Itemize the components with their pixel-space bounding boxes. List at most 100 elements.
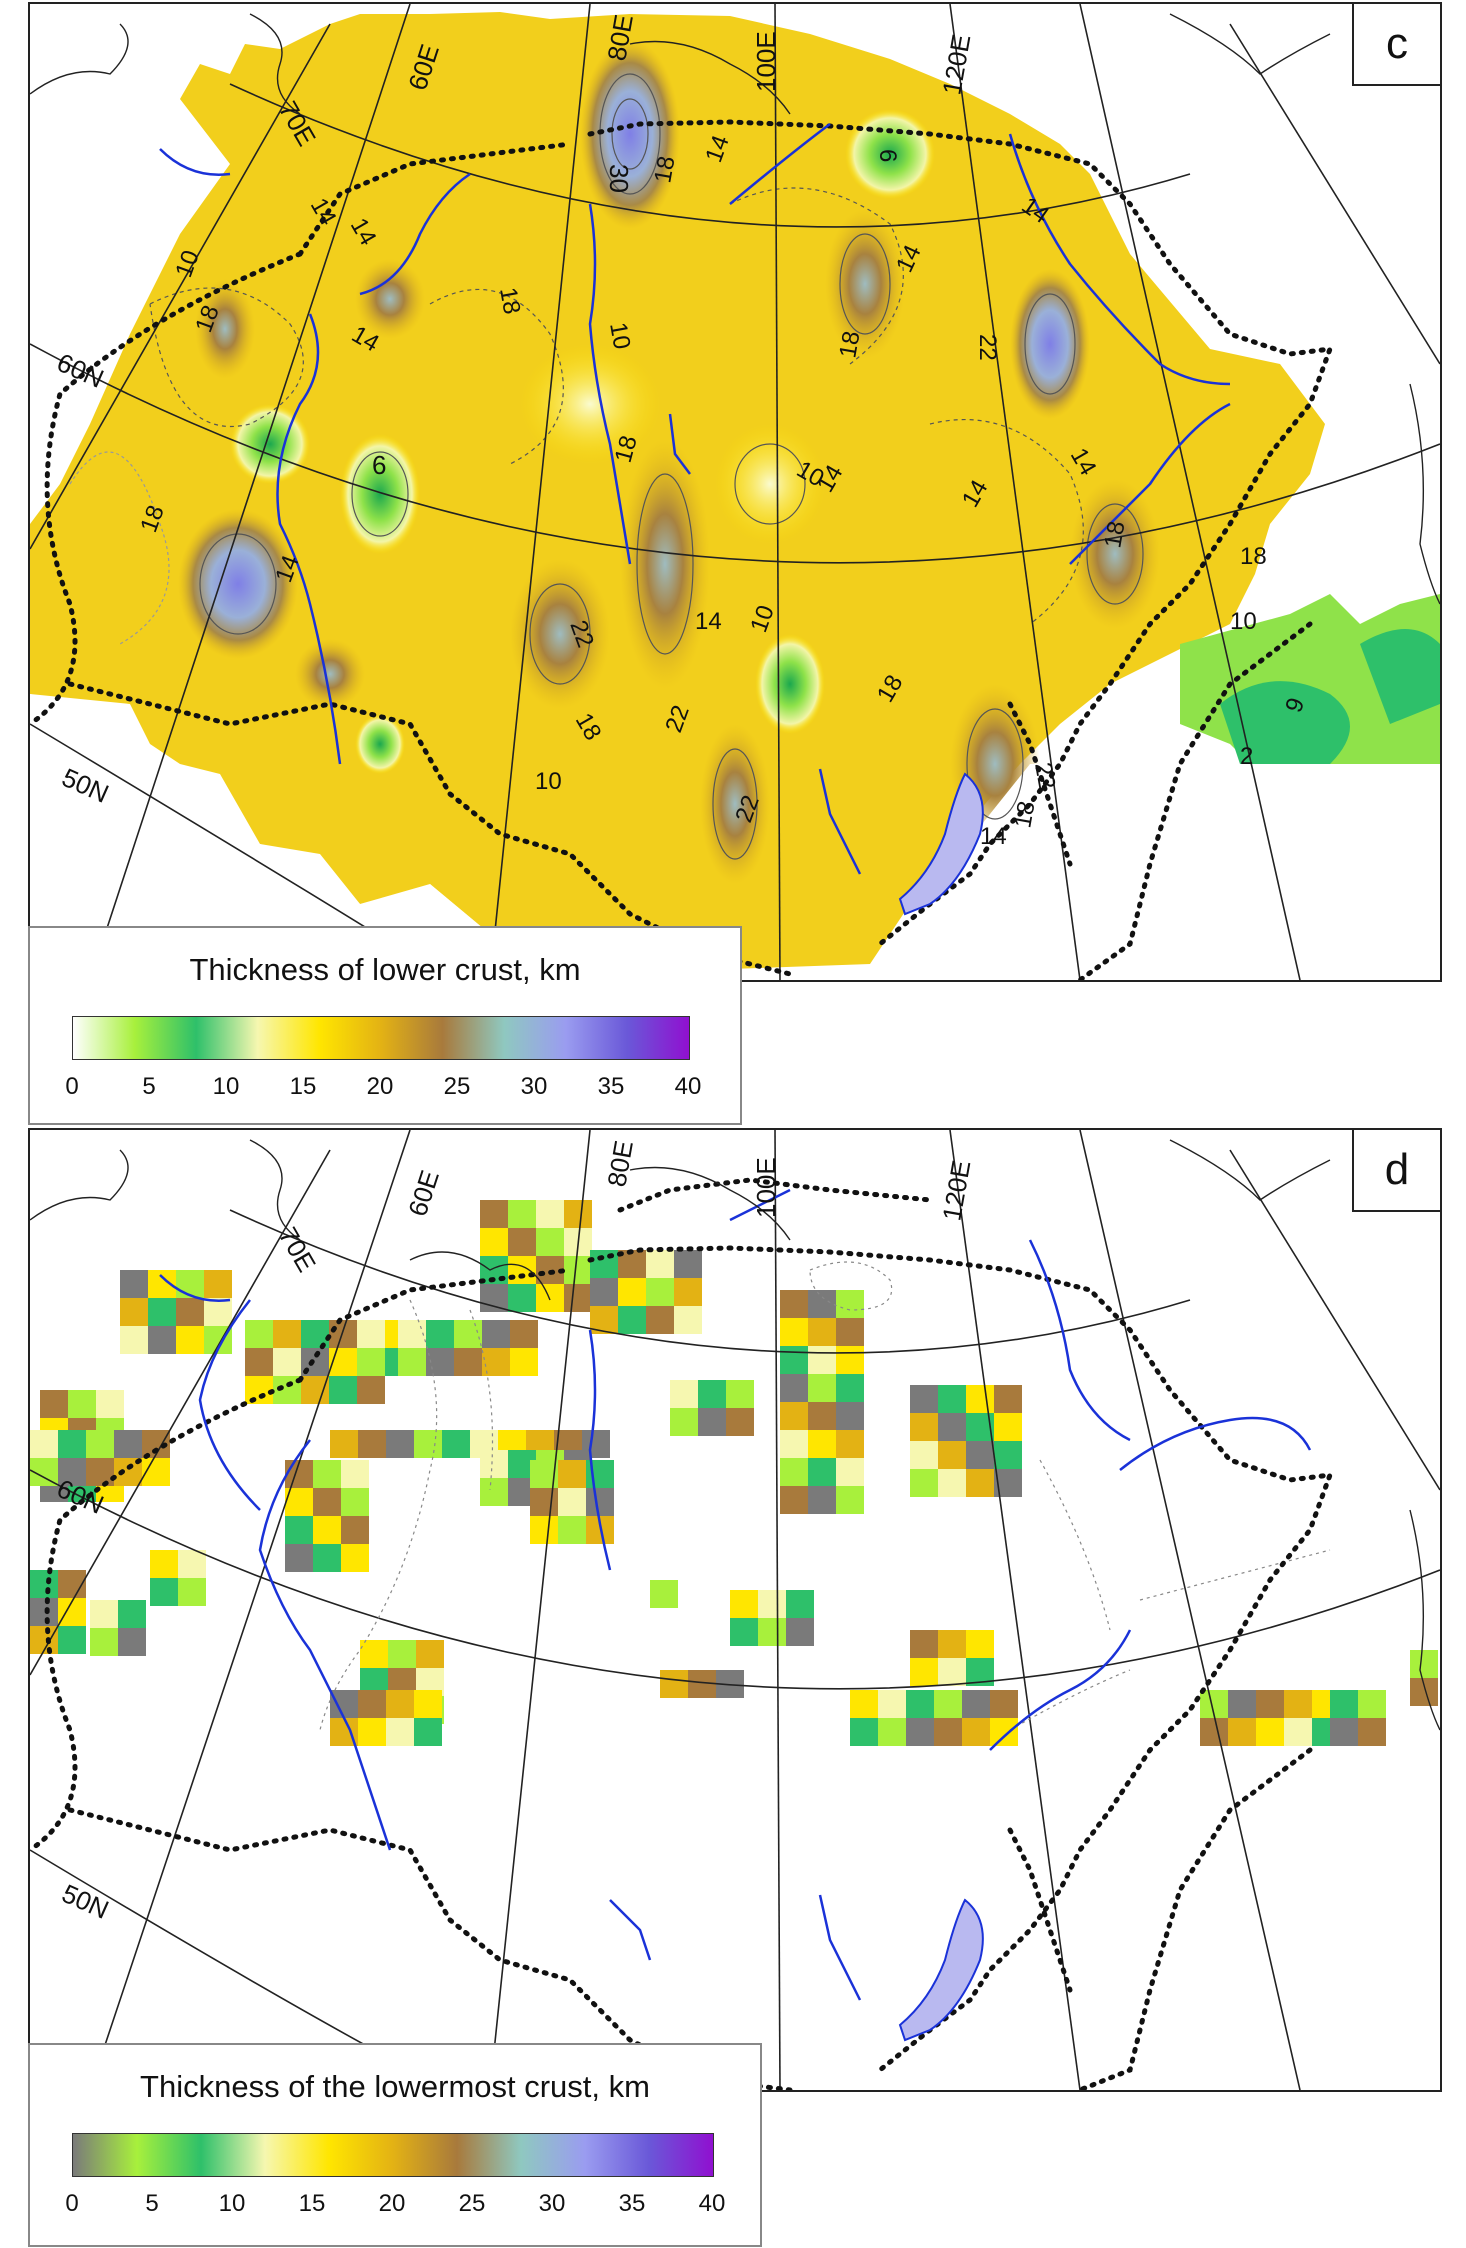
thickness-cell [836, 1430, 864, 1458]
contour-label: 2 [1240, 743, 1253, 770]
thickness-cell [994, 1441, 1022, 1469]
thickness-cell [414, 1718, 442, 1746]
tick-label: 15 [289, 1073, 317, 1100]
thickness-cell [758, 1590, 786, 1618]
legend-lower-crust: Thickness of lower crust, km 0 5 10 15 2… [28, 926, 742, 1125]
thickness-cell [96, 1390, 124, 1418]
thickness-cell [536, 1284, 564, 1312]
thickness-cell [786, 1590, 814, 1618]
thickness-cell [273, 1320, 301, 1348]
thickness-cell [426, 1320, 454, 1348]
map-panel-c: 70E 60E 80E 100E 120E 60N 50N 14 14 14 1… [28, 2, 1442, 982]
thickness-cell [480, 1200, 508, 1228]
thickness-cell [204, 1270, 232, 1298]
thickness-cell [480, 1478, 508, 1506]
thickness-cell [454, 1348, 482, 1376]
thickness-cell [934, 1690, 962, 1718]
thickness-cell [966, 1630, 994, 1658]
thickness-cell [836, 1290, 864, 1318]
thickness-cell [118, 1600, 146, 1628]
thickness-cell [564, 1284, 592, 1312]
thickness-cell [416, 1640, 444, 1668]
thickness-cell [1410, 1678, 1438, 1706]
thickness-cell [938, 1441, 966, 1469]
meridian-label: 100E [751, 31, 781, 92]
thickness-cell [910, 1441, 938, 1469]
lowermost-crust-map: 70E 60E 80E 100E 120E 60N 50N [30, 1130, 1440, 2090]
thickness-cell [313, 1460, 341, 1488]
thickness-cell [650, 1580, 678, 1608]
thickness-cell [204, 1298, 232, 1326]
contour-label: 18 [1240, 543, 1267, 570]
lower-crust-map: 70E 60E 80E 100E 120E 60N 50N 14 14 14 1… [30, 4, 1440, 980]
thickness-cell [780, 1374, 808, 1402]
thickness-cell [536, 1200, 564, 1228]
thickness-cell [386, 1690, 414, 1718]
thickness-cell [357, 1348, 385, 1376]
thickness-cell [1410, 1650, 1438, 1678]
thickness-cell [148, 1326, 176, 1354]
thickness-cell [646, 1306, 674, 1334]
thickness-cell [962, 1718, 990, 1746]
thickness-cell [530, 1488, 558, 1516]
thickness-cell [808, 1346, 836, 1374]
contour-label: 22 [1029, 760, 1060, 791]
thickness-cell [910, 1658, 938, 1686]
thickness-cell [313, 1516, 341, 1544]
thickness-cell [330, 1690, 358, 1718]
contour-label: 18 [834, 329, 865, 360]
thickness-cell [1358, 1690, 1386, 1718]
thickness-cell [358, 1690, 386, 1718]
thickness-cell [910, 1469, 938, 1497]
thickness-cell [301, 1376, 329, 1404]
thickness-cell [245, 1348, 273, 1376]
thickness-cell [786, 1618, 814, 1646]
thickness-cell [730, 1618, 758, 1646]
contour-label: 10 [1230, 608, 1257, 635]
contour-label: 18 [649, 154, 680, 185]
thickness-cell [148, 1298, 176, 1326]
thickness-cell [780, 1346, 808, 1374]
thickness-cell [120, 1298, 148, 1326]
tick-label: 0 [65, 2190, 79, 2217]
thickness-cell [910, 1413, 938, 1441]
thickness-cell [178, 1578, 206, 1606]
thickness-cell [698, 1408, 726, 1436]
tick-label: 5 [142, 1073, 156, 1100]
thickness-cell [386, 1430, 414, 1458]
thickness-cell [564, 1256, 592, 1284]
thickness-cell [388, 1640, 416, 1668]
thickness-cell [58, 1626, 86, 1654]
thickness-cell [938, 1413, 966, 1441]
thickness-cell [58, 1458, 86, 1486]
thickness-cell [836, 1318, 864, 1346]
thickness-cell [442, 1430, 470, 1458]
thickness-cell [482, 1320, 510, 1348]
thickness-cell [480, 1228, 508, 1256]
thickness-cell [360, 1640, 388, 1668]
contour-label: 18 [1099, 519, 1130, 550]
thickness-cell [590, 1278, 618, 1306]
tick-label: 0 [65, 1073, 79, 1100]
thickness-cell [726, 1380, 754, 1408]
tick-label: 20 [378, 2190, 406, 2217]
thickness-cell [994, 1413, 1022, 1441]
thickness-cell [670, 1408, 698, 1436]
meridian-label: 120E [936, 1158, 976, 1223]
thickness-cell [90, 1600, 118, 1628]
thickness-cell [454, 1320, 482, 1348]
thickness-cell [670, 1380, 698, 1408]
thickness-cell [674, 1278, 702, 1306]
contour-label: 6 [874, 149, 901, 162]
tick-label: 20 [366, 1073, 394, 1100]
thickness-cell [906, 1690, 934, 1718]
tick-label: 40 [674, 1073, 702, 1100]
parallel-label: 50N [58, 1878, 114, 1925]
tick-label: 25 [458, 2190, 486, 2217]
tick-label: 35 [618, 2190, 646, 2217]
thickness-cell [990, 1718, 1018, 1746]
thickness-cell [906, 1718, 934, 1746]
thickness-cell [878, 1718, 906, 1746]
thickness-cell [1284, 1690, 1312, 1718]
contour-label: 6 [372, 450, 386, 480]
